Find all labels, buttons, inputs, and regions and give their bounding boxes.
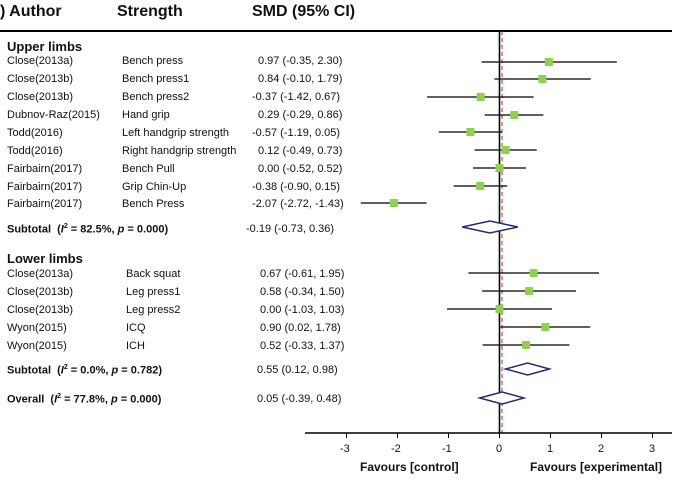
study-marker [522,341,531,349]
study-author: Fairbairn(2017) [7,163,83,175]
overall-ci: 0.05 (-0.39, 0.48) [257,393,342,405]
tick-label: 2 [598,443,605,455]
study-strength: Bench Press [122,198,185,210]
study-strength: Bench Pull [122,163,175,175]
author-header: ) Author [0,3,62,20]
study-ci: -0.37 (-1.42, 0.67) [252,91,341,103]
study-ci: 0.67 (-0.61, 1.95) [260,268,345,280]
study-ci: 0.90 (0.02, 1.78) [260,322,341,334]
study-ci: 0.97 (-0.35, 2.30) [258,55,343,67]
subtotal-lower-i2: 0.0% [80,364,106,377]
header-rule [0,30,672,32]
overall-label: Overall (I2 = 77.8%, p = 0.000) [7,393,162,406]
subtotal-lower-p: 0.782 [130,364,159,377]
study-ci: 0.84 (-0.10, 1.79) [258,73,343,85]
study-marker [495,164,504,172]
study-ci: -0.57 (-1.19, 0.05) [252,127,341,139]
study-strength: Bench press1 [122,73,190,85]
study-strength: Bench press2 [122,91,190,103]
study-ci: -2.07 (-2.72, -1.43) [252,198,344,210]
favours-experimental-label: Favours [experimental] [530,460,663,474]
study-author: Todd(2016) [7,127,63,139]
study-author: Close(2013b) [7,91,74,103]
tick-label: -1 [442,443,452,455]
study-strength: Grip Chin-Up [122,181,187,193]
section-title-upper: Upper limbs [7,39,83,54]
tick-label: 0 [496,443,503,455]
study-ci: 0.00 (-1.03, 1.03) [260,304,345,316]
study-author: Fairbairn(2017) [7,181,83,193]
study-author: Wyon(2015) [7,322,67,334]
study-marker [510,111,519,119]
subtotal-lower-word: Subtotal [7,364,51,377]
subtotal-lower-label: Subtotal (I2 = 0.0%, p = 0.782) [7,364,162,377]
study-strength: Back squat [126,268,181,280]
smd-header: SMD (95% CI) [252,3,356,20]
study-strength: Leg press2 [126,304,181,316]
favours-control-label: Favours [control] [360,460,459,474]
tick-label: -2 [391,443,401,455]
study-strength: Right handgrip strength [122,145,237,157]
study-marker [476,182,485,190]
study-marker [544,58,553,66]
study-marker [538,75,547,83]
subtotal-upper-label: Subtotal (I2 = 82.5%, p = 0.000) [7,223,169,236]
study-author: Close(2013b) [7,73,74,85]
study-ci: 0.12 (-0.49, 0.73) [258,145,343,157]
study-marker [501,146,510,154]
study-ci: 0.52 (-0.33, 1.37) [260,340,345,352]
tick-label: 3 [649,443,656,455]
study-author: Todd(2016) [7,145,63,157]
study-strength: Bench press [122,55,184,67]
study-marker [476,93,485,101]
study-author: Close(2013a) [7,268,74,280]
study-marker [529,269,538,277]
study-author: Close(2013b) [7,286,74,298]
study-strength: Left handgrip strength [122,127,230,139]
overall-i2: 77.8% [73,393,105,406]
study-author: Dubnov-Raz(2015) [7,109,100,121]
study-marker [541,323,550,331]
strength-header: Strength [117,3,183,20]
study-ci: -0.38 (-0.90, 0.15) [252,181,341,193]
study-ci: 0.58 (-0.34, 1.50) [260,286,345,298]
subtotal-upper-p: 0.000 [136,223,165,236]
section-title-lower: Lower limbs [7,251,83,266]
study-marker [525,287,534,295]
study-marker [389,199,398,207]
overall-p: 0.000 [130,393,158,406]
pooled-diamond [462,220,519,234]
subtotal-lower-ci: 0.55 (0.12, 0.98) [257,364,338,376]
study-strength: Leg press1 [126,286,181,298]
study-author: Close(2013a) [7,55,74,67]
subtotal-upper-i2: 82.5% [80,223,112,236]
pooled-diamond [502,362,553,376]
study-strength: ICQ [126,322,146,334]
study-ci: 0.00 (-0.52, 0.52) [258,163,343,175]
pooled-diamond [476,391,527,405]
study-ci: 0.29 (-0.29, 0.86) [258,109,343,121]
overall-word: Overall [7,393,45,406]
study-marker [495,305,504,313]
study-author: Wyon(2015) [7,340,67,352]
subtotal-upper-ci: -0.19 (-0.73, 0.36) [246,223,335,235]
subtotal-upper-word: Subtotal [7,223,51,236]
study-author: Close(2013b) [7,304,74,316]
tick-label: 1 [547,443,554,455]
study-strength: ICH [126,340,145,352]
study-strength: Hand grip [122,109,170,121]
study-marker [466,128,475,136]
tick-label: -3 [340,443,350,455]
study-author: Fairbairn(2017) [7,198,83,210]
